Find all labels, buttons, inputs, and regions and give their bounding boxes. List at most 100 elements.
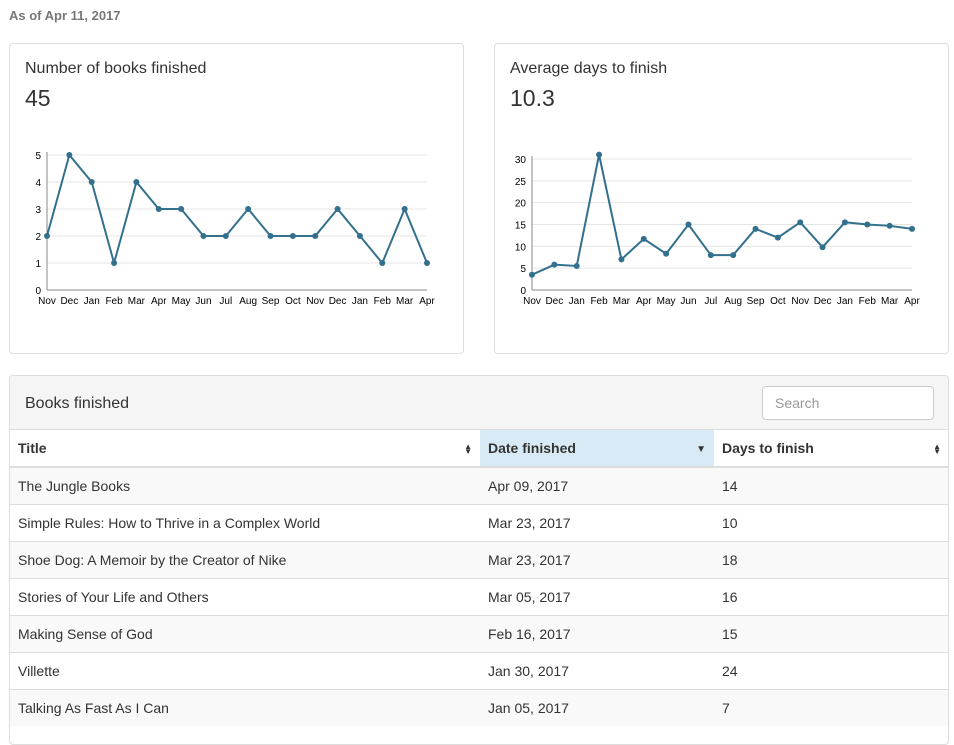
- sort-both-icon: ▲ ▼: [933, 442, 941, 456]
- x-tick-label: Apr: [636, 296, 652, 307]
- cell-days-to-finish: 24: [714, 651, 948, 689]
- card-value: 45: [25, 85, 51, 111]
- data-point: [685, 221, 692, 228]
- x-tick-label: Feb: [859, 296, 877, 307]
- x-tick-label: Apr: [419, 296, 435, 307]
- x-tick-label: May: [172, 296, 191, 307]
- data-point: [841, 219, 848, 226]
- data-point: [640, 235, 647, 242]
- data-point: [529, 271, 535, 278]
- card-title: Number of books finished: [25, 60, 207, 77]
- cell-days-to-finish: 10: [714, 503, 948, 541]
- data-point: [312, 233, 319, 239]
- x-tick-label: Dec: [60, 296, 78, 307]
- data-point: [334, 206, 341, 212]
- y-tick-label: 25: [515, 177, 527, 188]
- average-days-card: Average days to finish 10.3 0 5 10 15 20 25 30…: [494, 43, 949, 354]
- column-header-date-finished[interactable]: Date finished ▼: [480, 430, 714, 468]
- x-tick-label: Mar: [613, 296, 631, 307]
- x-tick-label: Jun: [680, 296, 696, 307]
- y-tick-label: 1: [35, 259, 41, 270]
- x-tick-label: Jan: [352, 296, 368, 307]
- table-row[interactable]: Talking As Fast As I Can Jan 05, 2017 7: [10, 688, 948, 726]
- y-tick-label: 5: [520, 264, 526, 275]
- table-header-bar: Books finished: [10, 376, 948, 430]
- x-tick-label: Jul: [219, 296, 232, 307]
- y-tick-label: 4: [35, 178, 41, 189]
- data-point: [797, 219, 804, 226]
- column-label: Date finished: [488, 440, 576, 456]
- table-row[interactable]: The Jungle Books Apr 09, 2017 14: [10, 466, 948, 504]
- table-row[interactable]: Simple Rules: How to Thrive in a Complex…: [10, 503, 948, 541]
- x-tick-label: Feb: [105, 296, 123, 307]
- data-point: [111, 260, 118, 266]
- table-title: Books finished: [25, 395, 130, 412]
- x-tick-label: Dec: [545, 296, 563, 307]
- data-point: [663, 250, 670, 257]
- table-row[interactable]: Shoe Dog: A Memoir by the Creator of Nik…: [10, 540, 948, 578]
- cell-date-finished: Mar 23, 2017: [480, 503, 714, 541]
- data-point: [819, 244, 826, 251]
- cell-title: Simple Rules: How to Thrive in a Complex…: [10, 503, 480, 541]
- cell-title: Talking As Fast As I Can: [10, 688, 480, 726]
- column-header-days-to-finish[interactable]: Days to finish ▲ ▼: [714, 430, 948, 468]
- books-table: Title ▲ ▼ Date finished ▼ Days to finish ▲ ▼ …: [10, 430, 948, 726]
- x-tick-label: Jan: [837, 296, 853, 307]
- sort-both-icon: ▲ ▼: [464, 442, 472, 456]
- books-table-panel: Books finished Title ▲▼ Date finished ▼ Da…: [9, 375, 949, 745]
- cell-date-finished: Apr 09, 2017: [480, 466, 714, 504]
- x-tick-label: Feb: [590, 296, 608, 307]
- data-point: [401, 206, 408, 212]
- data-point: [909, 225, 915, 232]
- x-tick-label: Oct: [770, 296, 786, 307]
- cell-title: Shoe Dog: A Memoir by the Creator of Nik…: [10, 540, 480, 578]
- books-line-chart: 0 1 2 3 4 5 Nov Dec Jan Feb Mar Apr May Jun Jul Aug Sep O…: [35, 151, 435, 307]
- x-tick-label: Jan: [84, 296, 100, 307]
- data-point: [618, 256, 625, 263]
- data-point: [88, 179, 95, 185]
- data-point: [356, 233, 363, 239]
- table-row[interactable]: Villette Jan 30, 2017 24: [10, 651, 948, 689]
- cell-date-finished: Mar 23, 2017: [480, 540, 714, 578]
- data-point: [44, 233, 50, 239]
- x-tick-label: Mar: [881, 296, 899, 307]
- x-tick-label: Sep: [747, 296, 765, 307]
- y-tick-label: 2: [35, 232, 41, 243]
- x-tick-label: Jul: [704, 296, 717, 307]
- sort-descending-icon: ▼: [696, 444, 706, 455]
- card-value: 10.3: [510, 85, 555, 111]
- column-label: Title: [18, 440, 47, 456]
- cell-date-finished: Mar 05, 2017: [480, 577, 714, 615]
- table-row[interactable]: Stories of Your Life and Others Mar 05, 2…: [10, 577, 948, 615]
- cell-date-finished: Feb 16, 2017: [480, 614, 714, 652]
- table-row[interactable]: Making Sense of God Feb 16, 2017 15: [10, 614, 948, 652]
- data-point: [774, 234, 781, 241]
- column-label: Days to finish: [722, 440, 814, 456]
- x-tick-label: Sep: [262, 296, 280, 307]
- cell-title: The Jungle Books: [10, 466, 480, 504]
- y-tick-label: 10: [515, 242, 527, 253]
- series-line: [531, 154, 913, 276]
- y-tick-label: 5: [35, 151, 41, 162]
- cell-days-to-finish: 14: [714, 466, 948, 504]
- x-tick-label: Mar: [396, 296, 414, 307]
- data-point: [551, 261, 558, 268]
- cell-title: Stories of Your Life and Others: [10, 577, 480, 615]
- search-input[interactable]: [762, 386, 934, 420]
- data-point: [289, 233, 296, 239]
- column-header-title[interactable]: Title ▲ ▼: [10, 430, 480, 468]
- books-finished-card: Number of books finished 45 0 1 2 3 4 5 Nov Dec…: [9, 43, 464, 354]
- card-title: Average days to finish: [510, 60, 668, 77]
- data-point: [886, 222, 893, 229]
- data-point: [752, 225, 759, 232]
- data-point: [730, 252, 737, 259]
- x-tick-label: Aug: [724, 296, 742, 307]
- data-point: [200, 233, 207, 239]
- x-tick-label: Nov: [523, 296, 541, 307]
- data-point: [133, 179, 140, 185]
- data-point: [66, 152, 73, 158]
- y-tick-label: 3: [35, 205, 41, 216]
- x-tick-label: Feb: [374, 296, 392, 307]
- cell-date-finished: Jan 30, 2017: [480, 651, 714, 689]
- cell-days-to-finish: 16: [714, 577, 948, 615]
